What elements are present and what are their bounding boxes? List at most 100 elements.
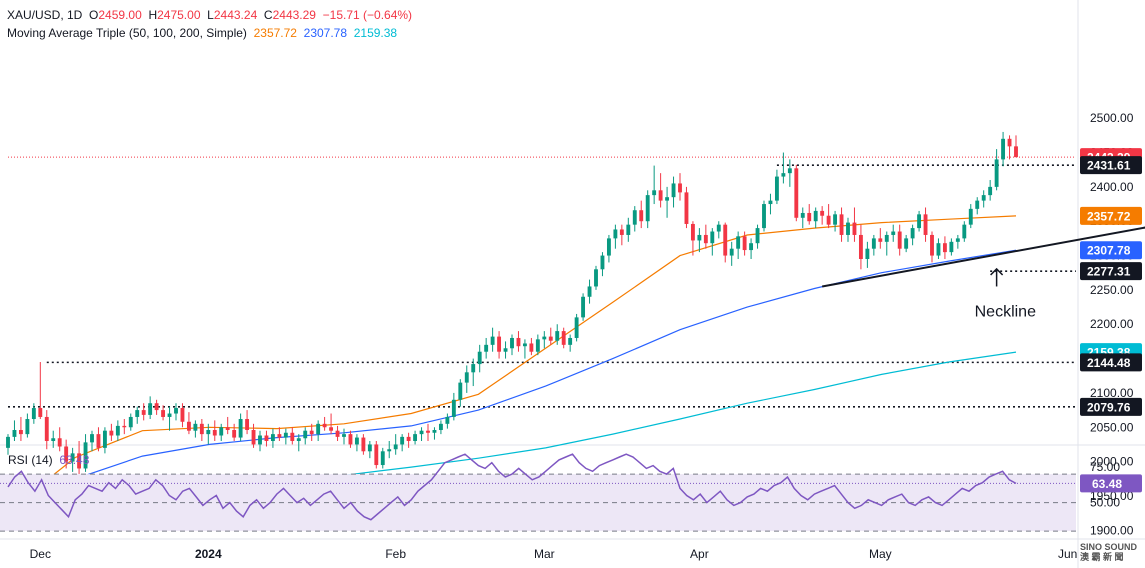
candle-body [38, 408, 43, 417]
candle [665, 186, 670, 218]
candle-body [115, 425, 120, 436]
candle-body [18, 430, 23, 435]
candle [128, 413, 133, 431]
candle-body [930, 234, 934, 256]
candle [199, 419, 204, 441]
candle-body [807, 212, 812, 222]
logo-line1: SINO SOUND [1079, 542, 1137, 552]
candle [942, 236, 947, 259]
candle [490, 327, 495, 352]
price-tick-label: 2500.00 [1090, 111, 1134, 125]
candle [38, 362, 43, 420]
candle [826, 204, 831, 229]
candle [374, 440, 379, 469]
candle [820, 206, 825, 225]
candle-body [270, 434, 275, 441]
candle-body [264, 435, 269, 441]
candle [154, 399, 159, 415]
candle [419, 427, 424, 441]
candle [878, 228, 883, 249]
candle-body [31, 408, 36, 420]
candle [141, 403, 146, 421]
price-tick-label: 2000.00 [1090, 455, 1134, 469]
ma200-value: 2159.38 [353, 26, 398, 40]
candle-body [510, 337, 514, 349]
candle [917, 210, 922, 232]
candle-body [619, 229, 624, 235]
candle [180, 403, 185, 428]
candle-body [477, 351, 482, 365]
price-label-text: 2079.76 [1087, 400, 1131, 414]
low-value: 2443.24 [213, 8, 258, 22]
logo-line2: 澳 霸 新 聞 [1079, 552, 1124, 562]
candle [335, 425, 340, 441]
candle-body [606, 238, 611, 256]
candle-body [826, 215, 831, 225]
ma50-value: 2357.72 [253, 26, 297, 40]
candle [387, 440, 392, 459]
candle-body [865, 248, 870, 259]
candle-body [716, 224, 721, 232]
candle [380, 447, 385, 469]
time-tick-label: Jun [1058, 547, 1077, 561]
candle-body [432, 430, 437, 433]
rsi-line [7, 453, 1017, 521]
watermark-logo: SINO SOUND 澳 霸 新 聞 [1080, 542, 1137, 562]
candle-body [219, 427, 224, 436]
candle-body [742, 236, 747, 251]
candle-body [897, 231, 902, 249]
candle-body [232, 430, 237, 438]
price-label-box [1080, 353, 1142, 372]
ma-header: Moving Average Triple (50, 100, 200, Sim… [7, 26, 397, 40]
candle [219, 423, 224, 441]
price-label-box [1080, 397, 1142, 416]
candle [891, 224, 896, 242]
candle-body [122, 425, 127, 428]
candle-body [283, 432, 288, 438]
candle-body [516, 337, 521, 347]
candle [90, 430, 94, 452]
candle-body [710, 231, 715, 244]
candle-body [723, 224, 728, 256]
candle [6, 434, 10, 455]
candle [161, 405, 166, 421]
candle [930, 231, 934, 263]
candle [83, 434, 88, 472]
candle [542, 331, 547, 349]
time-tick-label: May [869, 547, 892, 561]
candle [148, 396, 153, 420]
rsi-value: 63.48 [59, 453, 90, 467]
candle-body [406, 436, 411, 441]
rsi-title: RSI (14) [8, 453, 53, 467]
candle [193, 420, 198, 438]
candle-body [380, 451, 385, 466]
candle-body [690, 223, 695, 241]
symbol-label: XAU/USD, 1D [7, 8, 83, 22]
candle-body [917, 214, 922, 229]
candle-body [251, 430, 256, 445]
candle-body [44, 416, 49, 441]
candle-body [787, 168, 792, 174]
candle-body [303, 430, 308, 439]
candle-body [174, 408, 178, 414]
candle [716, 221, 721, 239]
candle [1001, 131, 1006, 167]
candle [367, 440, 372, 459]
candle-body [975, 200, 980, 209]
candle [949, 238, 954, 256]
candle-body [25, 419, 30, 435]
candle [109, 423, 114, 441]
candle-body [12, 430, 17, 437]
candle-body [497, 336, 502, 352]
rsi-header: RSI (14) 63.48 [8, 453, 89, 467]
rsi-band [0, 474, 1076, 532]
candle-body [542, 336, 547, 340]
candle-body [729, 248, 734, 256]
candle [484, 337, 489, 359]
candle-body [90, 434, 94, 443]
candle [57, 427, 62, 452]
candle-body [697, 234, 702, 241]
ohlc-header: XAU/USD, 1D O2459.00 H2475.00 L2443.24 C… [7, 8, 412, 22]
candle-body [445, 416, 450, 424]
